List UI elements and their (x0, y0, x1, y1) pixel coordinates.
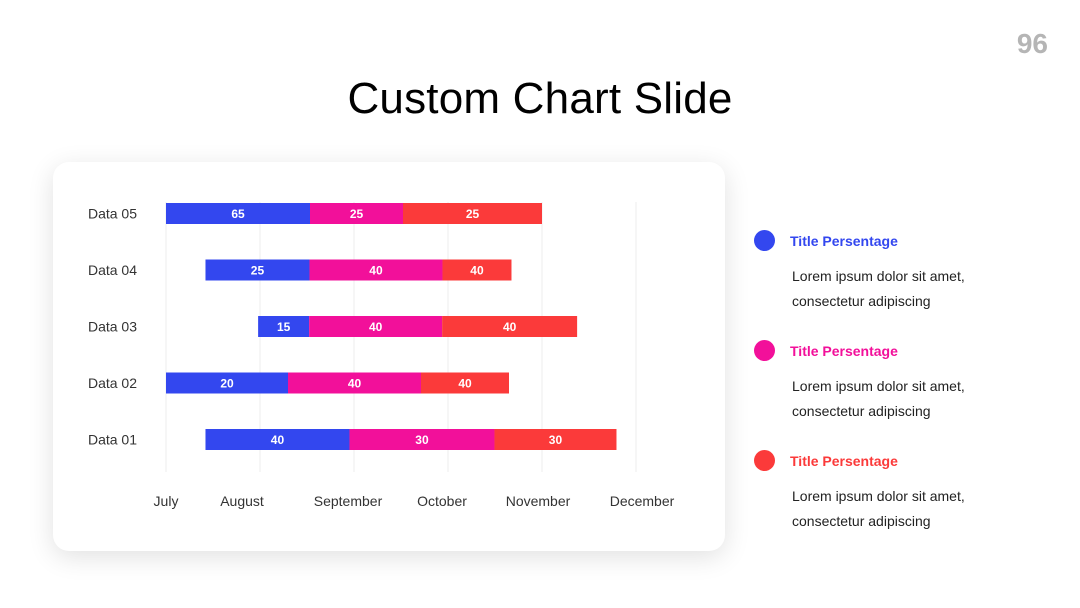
legend-dot-icon (754, 340, 775, 361)
data-label: 15 (277, 320, 291, 334)
bar-segment (205, 429, 350, 450)
x-tick-label: November (506, 493, 571, 509)
bar-segment (310, 203, 403, 224)
legend-title: Title Persentage (790, 453, 898, 469)
data-label: 30 (549, 433, 563, 447)
bar-segment (494, 429, 617, 450)
bar-segment (421, 372, 509, 394)
y-tick-label: Data 02 (88, 375, 137, 391)
bar-segment (205, 259, 310, 281)
bar-segment (288, 372, 421, 394)
y-tick-label: Data 05 (88, 206, 137, 222)
bar-segment (166, 203, 310, 224)
bar-segment (166, 372, 288, 394)
bar-segment (442, 316, 578, 337)
x-tick-label: December (610, 493, 675, 509)
bar-segment (309, 316, 443, 337)
y-tick-label: Data 01 (88, 432, 137, 448)
legend-dot-icon (754, 230, 775, 251)
data-label: 40 (369, 320, 383, 334)
bar-segment (258, 316, 310, 337)
stacked-bar-chart: July August September October November Decemb… (88, 202, 675, 509)
x-tick-label: July (154, 493, 179, 509)
data-label: 65 (231, 207, 245, 221)
legend-title: Title Persentage (790, 233, 898, 249)
bar-segment (403, 203, 542, 224)
legend-description: Lorem ipsum dolor sit amet, consectetur … (792, 488, 965, 529)
legend-description: Lorem ipsum dolor sit amet, consectetur … (792, 378, 965, 419)
x-tick-label: September (314, 493, 383, 509)
data-label: 40 (470, 264, 484, 278)
legend-item-blue: Title Persentage Lorem ipsum dolor sit a… (754, 228, 1054, 338)
data-label: 40 (503, 320, 517, 334)
x-tick-label: August (220, 493, 264, 509)
data-label: 40 (369, 264, 383, 278)
x-tick-label: October (417, 493, 467, 509)
chart-card: July August September October November Decemb… (53, 162, 725, 551)
bar-segment (349, 429, 495, 450)
data-label: 40 (458, 377, 472, 391)
slide-title: Custom Chart Slide (347, 74, 733, 123)
bar-segment (442, 259, 512, 281)
page-number: 96 (1016, 28, 1048, 59)
legend-description: Lorem ipsum dolor sit amet, consectetur … (792, 268, 965, 309)
bar-segment (309, 259, 443, 281)
legend-item-pink: Title Persentage Lorem ipsum dolor sit a… (754, 338, 1054, 448)
legend-title: Title Persentage (790, 343, 898, 359)
data-label: 20 (220, 377, 234, 391)
data-label: 25 (466, 207, 480, 221)
data-label: 25 (251, 264, 265, 278)
y-tick-label: Data 04 (88, 262, 137, 278)
legend-dot-icon (754, 450, 775, 471)
data-label: 40 (348, 377, 362, 391)
legend: Title Persentage Lorem ipsum dolor sit a… (754, 228, 1054, 558)
y-tick-label: Data 03 (88, 319, 137, 335)
data-label: 25 (350, 207, 364, 221)
data-label: 30 (415, 433, 429, 447)
legend-item-red: Title Persentage Lorem ipsum dolor sit a… (754, 448, 1054, 558)
data-label: 40 (271, 433, 285, 447)
